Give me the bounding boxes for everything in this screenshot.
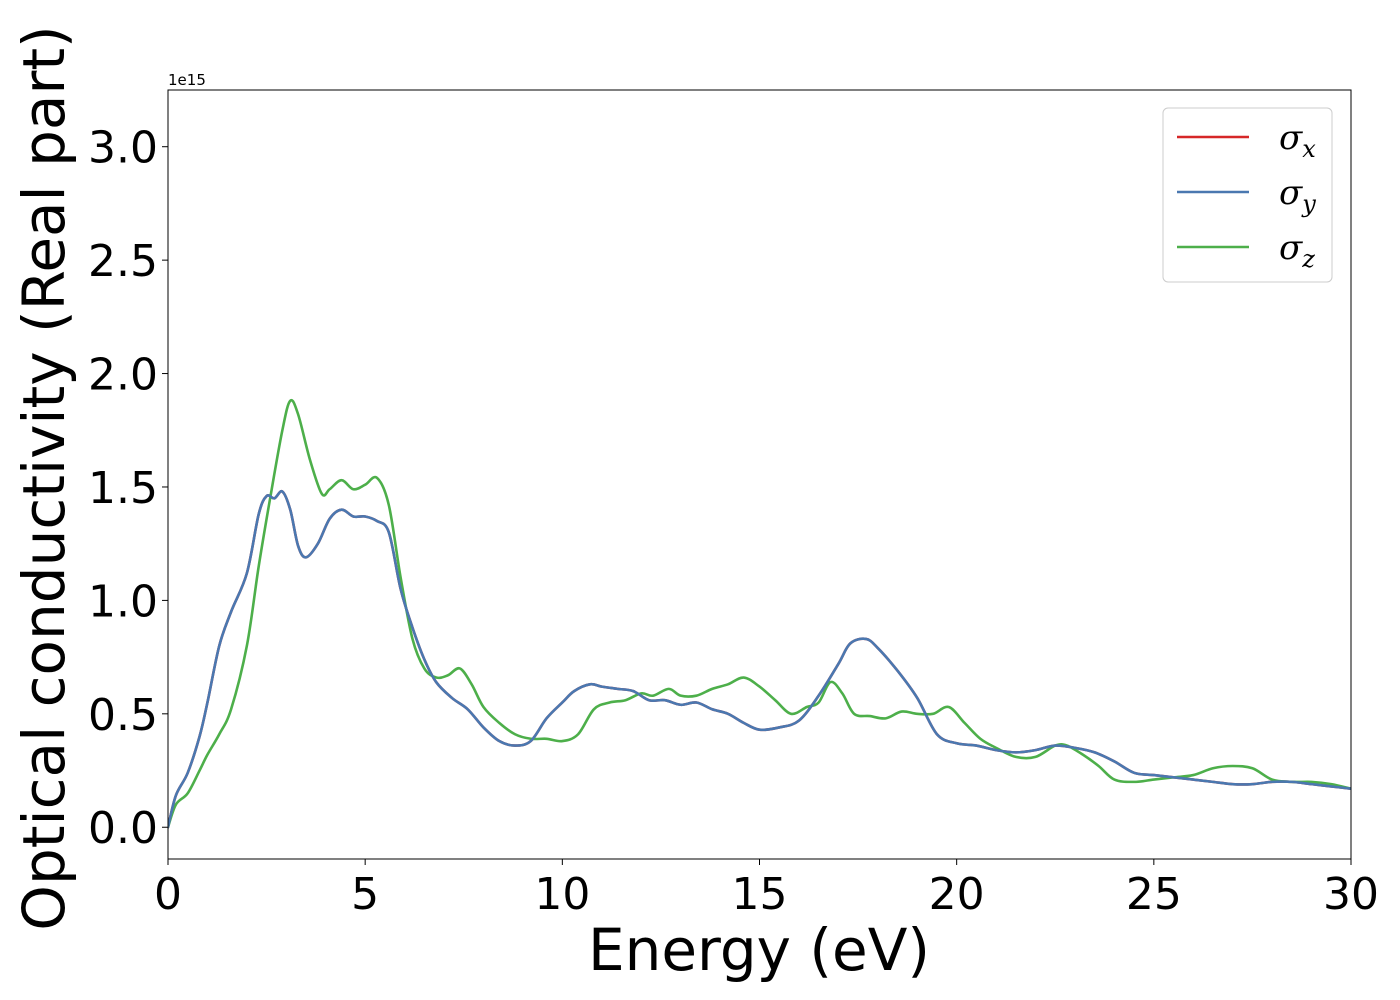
y-axis: 0.0 0.5 1.0 1.5 2.0 2.5 3.0 bbox=[88, 123, 168, 854]
x-tick-label: 0 bbox=[154, 869, 182, 920]
series-layer bbox=[168, 398, 1351, 829]
legend-box bbox=[1162, 107, 1333, 283]
y-tick-label: 0.5 bbox=[88, 690, 158, 741]
series-line-sigma-y bbox=[168, 489, 1351, 829]
x-axis: 0 5 10 15 20 25 30 bbox=[154, 859, 1379, 920]
x-axis-title: Energy (eV) bbox=[588, 916, 930, 984]
y-tick-label: 1.5 bbox=[88, 463, 158, 514]
y-tick-label: 0.0 bbox=[88, 803, 158, 854]
x-tick-label: 25 bbox=[1126, 869, 1182, 920]
y-tick-label: 2.5 bbox=[88, 236, 158, 287]
x-tick-label: 5 bbox=[351, 869, 379, 920]
y-tick-label: 1.0 bbox=[88, 576, 158, 627]
series-line-sigma-z bbox=[168, 398, 1351, 829]
y-offset-text: 1e15 bbox=[168, 71, 206, 89]
y-tick-label: 3.0 bbox=[88, 123, 158, 174]
y-axis-title: Optical conductivity (Real part) bbox=[10, 25, 78, 930]
y-tick-label: 2.0 bbox=[88, 350, 158, 401]
x-tick-label: 20 bbox=[929, 869, 985, 920]
x-tick-label: 15 bbox=[732, 869, 788, 920]
x-tick-label: 10 bbox=[534, 869, 590, 920]
x-tick-label: 30 bbox=[1323, 869, 1379, 920]
